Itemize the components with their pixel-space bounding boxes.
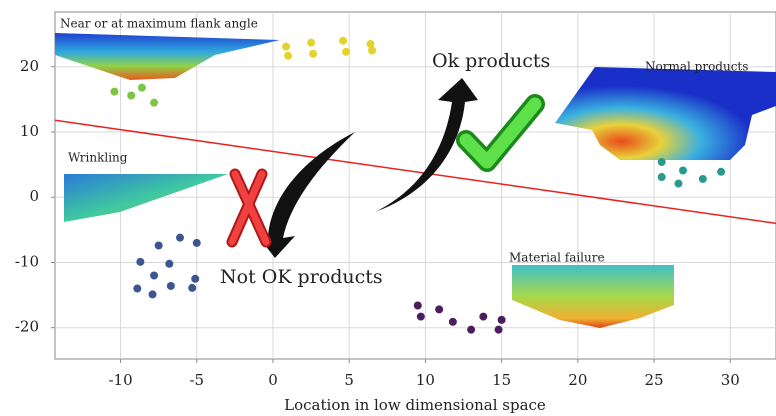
chart: Near or at maximum flank angle Ok produc… (0, 0, 776, 416)
scatter-point (155, 242, 163, 250)
scatter-point (191, 275, 199, 283)
annotation: Normal products (645, 60, 748, 74)
scatter-point (467, 326, 475, 334)
x-tick-label: 15 (492, 371, 511, 389)
y-tick-label: -20 (15, 318, 39, 336)
mesh-wrinkling (64, 174, 228, 222)
x-tick-label: 25 (645, 371, 664, 389)
annotation: Ok products (432, 50, 550, 72)
scatter-point (110, 88, 118, 96)
cross-mark (232, 174, 266, 242)
page: {"chart_data": {"type": "scatter", "x_la… (0, 0, 776, 416)
y-tick-label: -10 (15, 252, 39, 270)
y-tick-label: 0 (29, 187, 39, 205)
scatter-point (658, 173, 666, 181)
scatter-point (498, 316, 506, 324)
scatter-point (176, 234, 184, 242)
scatter-point (282, 43, 290, 51)
scatter-point (699, 175, 707, 183)
x-tick-label: -5 (189, 371, 204, 389)
y-tick-label: 10 (20, 122, 39, 140)
scatter-point (150, 272, 158, 280)
annotation: Not OK products (220, 266, 383, 288)
scatter-point (284, 52, 292, 60)
scatter-point (435, 305, 443, 313)
decorations (55, 33, 776, 328)
scatter-point (149, 290, 157, 298)
scatter-point (150, 99, 158, 107)
mesh-flank (55, 33, 280, 80)
scatter-point (449, 318, 457, 326)
scatter-point (136, 258, 144, 266)
scatter-point (138, 84, 146, 92)
annotation: Material failure (509, 251, 605, 265)
scatter-point (658, 158, 666, 166)
scatter-point (414, 302, 422, 310)
scatter-point (167, 282, 175, 290)
scatter-point (188, 284, 196, 292)
scatter-point (368, 46, 376, 54)
x-axis-label: Location in low dimensional space (284, 396, 546, 414)
scatter-point (193, 239, 201, 247)
mesh-normal (555, 67, 776, 160)
x-tick-label: 20 (568, 371, 587, 389)
x-tick-label: -10 (108, 371, 132, 389)
x-tick-label: 0 (268, 371, 278, 389)
annotation: Wrinkling (68, 151, 128, 165)
x-tick-label: 30 (721, 371, 740, 389)
x-tick-label: 5 (344, 371, 354, 389)
scatter-point (309, 50, 317, 58)
scatter-point (717, 168, 725, 176)
scatter-point (127, 91, 135, 99)
scatter-point (342, 48, 350, 56)
scatter-point (479, 313, 487, 321)
scatter-point (165, 260, 173, 268)
scatter-point (674, 180, 682, 188)
scatter-point (679, 166, 687, 174)
x-tick-label: 10 (416, 371, 435, 389)
mesh-failure (512, 265, 674, 328)
scatter-point (339, 37, 347, 45)
y-tick-label: 20 (20, 57, 39, 75)
scatter-point (133, 285, 141, 293)
annotation: Near or at maximum flank angle (60, 17, 258, 31)
scatter-point (307, 39, 315, 47)
scatter-point (495, 326, 503, 334)
scatter-point (417, 313, 425, 321)
